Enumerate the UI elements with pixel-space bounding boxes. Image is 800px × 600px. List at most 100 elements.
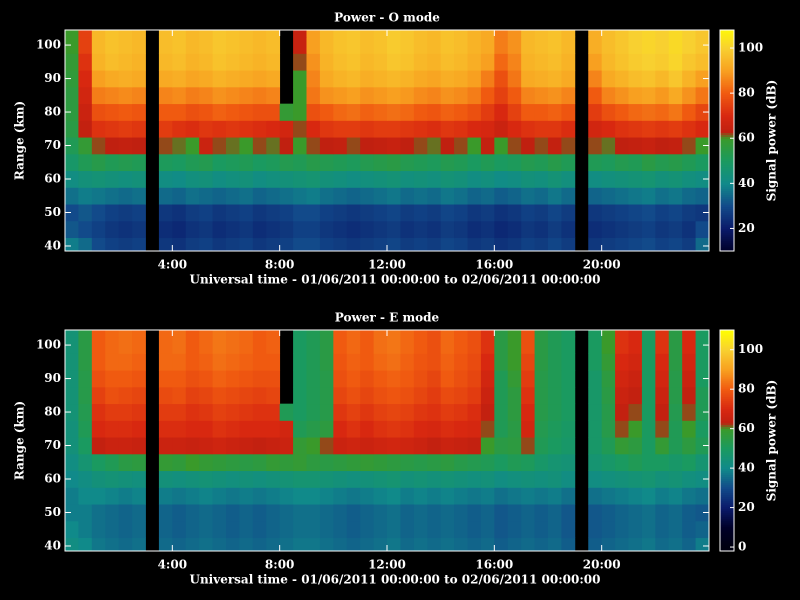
heatmap-cell [481,70,495,87]
heatmap-cell [468,221,482,238]
heatmap-cell [293,154,307,171]
heatmap-cell [642,337,656,354]
heatmap-cell [119,471,133,488]
heatmap-cell [696,53,710,70]
heatmap-cell [266,454,280,471]
heatmap-cell [629,37,643,54]
heatmap-cell [548,53,562,70]
heatmap-cell [78,387,92,404]
heatmap-cell [454,337,468,354]
heatmap-cell [307,137,321,154]
heatmap-cell [360,420,374,437]
heatmap-cell [602,87,616,104]
heatmap-cell [602,487,616,504]
heatmap-cell [199,504,213,521]
heatmap-cell [481,37,495,54]
heatmap-cell [239,454,253,471]
heatmap-cell [266,387,280,404]
heatmap-cell [226,504,240,521]
heatmap-cell [78,87,92,104]
heatmap-cell [655,104,669,121]
heatmap-cell [400,154,414,171]
heatmap-cell [481,420,495,437]
heatmap-cell [561,521,575,538]
heatmap-cell [280,154,294,171]
heatmap-cell [508,353,522,370]
heatmap-cell [508,387,522,404]
heatmap-cell [119,137,133,154]
heatmap-cell [213,154,227,171]
heatmap-cell [293,471,307,488]
heatmap-cell [427,70,441,87]
heatmap-cell [213,187,227,204]
heatmap-cell [494,420,508,437]
heatmap-cell [253,137,267,154]
heatmap-cell [602,404,616,421]
heatmap-cell [400,221,414,238]
heatmap-cell [347,137,361,154]
heatmap-cell [508,454,522,471]
heatmap-cell [400,471,414,488]
heatmap-cell [78,437,92,454]
heatmap-cell [535,120,549,137]
heatmap-cell [481,353,495,370]
heatmap-cell [213,437,227,454]
heatmap-cell [615,487,629,504]
heatmap-cell [333,387,347,404]
heatmap-cell [454,420,468,437]
heatmap-cell [669,353,683,370]
y-tick-label: 80 [44,405,61,419]
heatmap-cell [602,104,616,121]
heatmap-cell [226,521,240,538]
heatmap-cell [468,104,482,121]
x-tick-label: 4:00 [158,258,187,272]
colorbar-tick-label: 40 [738,176,755,190]
heatmap-cell [468,70,482,87]
heatmap-cell [159,420,173,437]
heatmap-cell [280,504,294,521]
heatmap-cell [629,204,643,221]
heatmap-cell [508,137,522,154]
heatmap-cell [119,120,133,137]
heatmap-cell [186,337,200,354]
heatmap-cell [307,387,321,404]
heatmap-cell [159,337,173,354]
heatmap-cell [253,487,267,504]
heatmap-cell [293,37,307,54]
heatmap-cell [427,437,441,454]
heatmap-cell [387,204,401,221]
heatmap-cell [682,37,696,54]
heatmap-cell [132,387,146,404]
heatmap-cell [561,221,575,238]
heatmap-cell [387,370,401,387]
heatmap-cell [441,87,455,104]
heatmap-cell [226,387,240,404]
heatmap-cell [239,521,253,538]
heatmap-cell [682,420,696,437]
heatmap-cell [535,171,549,188]
y-tick-label: 100 [36,338,61,352]
heatmap-cell [494,87,508,104]
heatmap-cell [253,104,267,121]
heatmap-cell [588,154,602,171]
heatmap-cell [615,171,629,188]
heatmap-cell [387,387,401,404]
heatmap-cell [307,104,321,121]
heatmap-cell [548,204,562,221]
heatmap-cell [655,370,669,387]
heatmap-cell [320,37,334,54]
heatmap-cell [561,387,575,404]
colorbar-tick-label: 60 [738,131,755,145]
heatmap-cell [132,221,146,238]
heatmap-cell [320,487,334,504]
heatmap-cell [239,53,253,70]
heatmap-cell [655,471,669,488]
heatmap-cell [535,420,549,437]
heatmap-cell [669,70,683,87]
heatmap-cell [427,353,441,370]
heatmap-cell [602,53,616,70]
heatmap-cell [199,154,213,171]
heatmap-cell [172,454,186,471]
heatmap-cell [481,187,495,204]
heatmap-cell [508,53,522,70]
